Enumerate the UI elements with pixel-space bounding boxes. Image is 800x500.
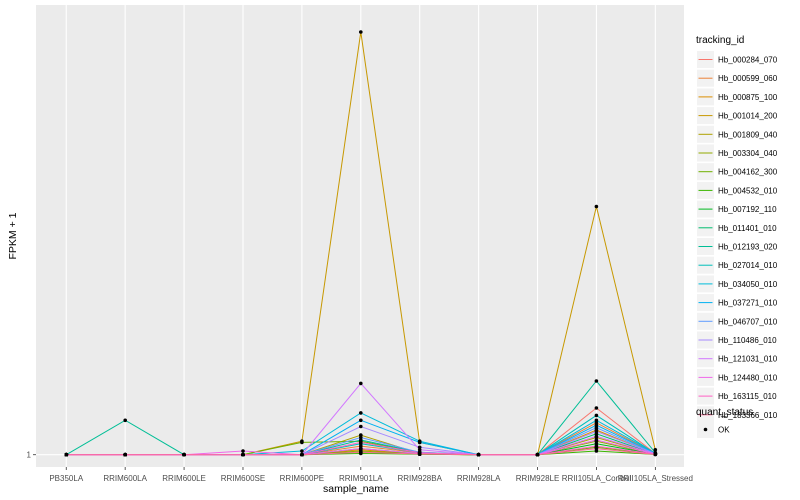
legend-title: tracking_id <box>696 35 744 46</box>
data-point <box>359 450 363 455</box>
data-point <box>359 446 363 451</box>
data-point <box>241 449 245 453</box>
data-points <box>64 30 658 457</box>
y-axis-title: FPKM + 1 <box>7 212 19 259</box>
data-point <box>594 429 599 434</box>
quant-status-legend-label: OK <box>718 426 730 435</box>
legend-label: Hb_124480_010 <box>718 373 778 382</box>
data-point <box>594 438 599 442</box>
data-point <box>594 444 599 448</box>
legend-label: Hb_007192_110 <box>718 205 777 214</box>
x-tick-label: RRIM600LA <box>103 474 147 483</box>
data-point <box>594 434 599 439</box>
legend-items: Hb_000284_070 Hb_000599_060 Hb_000875_100 H… <box>697 51 778 424</box>
legend-label: Hb_110486_010 <box>718 336 777 345</box>
data-point <box>64 452 69 457</box>
legend: tracking_id Hb_000284_070Hb_000599_060Hb… <box>696 35 778 438</box>
data-point <box>594 446 599 451</box>
legend-label: Hb_001809_040 <box>718 130 778 139</box>
data-point <box>594 418 599 423</box>
data-point <box>594 406 599 410</box>
x-axis-title: sample_name <box>323 483 389 495</box>
data-point <box>359 381 363 386</box>
data-point <box>123 452 127 457</box>
legend-label: Hb_121031_010 <box>718 355 778 364</box>
quant-status-legend-title: quant_status <box>696 407 753 418</box>
legend-label: Hb_012193_020 <box>718 243 778 252</box>
legend-label: Hb_046707_010 <box>718 317 778 326</box>
legend-label: Hb_000284_070 <box>718 56 778 65</box>
data-point <box>476 452 481 457</box>
data-point <box>417 440 422 445</box>
plot-panel <box>36 5 684 467</box>
legend-label: Hb_163115_010 <box>718 392 777 401</box>
data-point <box>359 418 363 423</box>
data-point <box>241 452 245 457</box>
legend-label: Hb_034050_010 <box>718 280 778 289</box>
data-point <box>594 425 599 430</box>
x-tick-label: RRIM901LA <box>339 474 383 483</box>
x-tick-label: RRIM928BA <box>397 474 442 483</box>
data-point <box>300 449 304 453</box>
data-point <box>594 423 599 428</box>
data-point <box>417 445 422 450</box>
data-point <box>653 448 658 452</box>
data-point <box>535 452 540 457</box>
data-point <box>417 448 422 452</box>
data-point <box>359 30 363 34</box>
quant-status-legend-dot <box>703 427 708 432</box>
data-point <box>359 424 363 429</box>
legend-label: Hb_027014_010 <box>718 261 778 270</box>
legend-label: Hb_183366_010 <box>718 411 778 420</box>
legend-label: Hb_037271_010 <box>718 299 778 308</box>
x-tick-label: RRIM928LA <box>457 474 501 483</box>
data-point <box>594 204 599 209</box>
legend-label: Hb_011401_010 <box>718 224 777 233</box>
data-point <box>300 440 304 445</box>
x-tick-label: RRIM600PE <box>280 474 324 483</box>
legend-label: Hb_001014_200 <box>718 112 778 121</box>
legend-label: Hb_003304_040 <box>718 149 778 158</box>
data-point <box>359 435 363 440</box>
legend-label: Hb_004162_300 <box>718 168 778 177</box>
y-tick-label: 1 <box>27 451 32 460</box>
legend-label: Hb_004532_010 <box>718 186 778 195</box>
legend-label: Hb_000875_100 <box>718 93 778 102</box>
x-tick-label: RRIM928LE <box>516 474 560 483</box>
x-tick-label: RRII105LA_Stressed <box>618 474 693 483</box>
x-tick-label: RRIM600SE <box>221 474 265 483</box>
x-tick-label: RRIM600LE <box>162 474 206 483</box>
x-tick-label: RRII105LA_Control <box>562 474 632 483</box>
data-point <box>359 411 363 415</box>
data-point <box>653 452 658 457</box>
legend-label: Hb_000599_060 <box>718 74 778 83</box>
data-point <box>182 452 186 457</box>
data-point <box>123 418 127 423</box>
data-point <box>417 452 422 456</box>
data-point <box>300 452 304 457</box>
x-tick-label: PB350LA <box>49 474 83 483</box>
data-point <box>594 413 599 418</box>
axes: PB350LA RRIM600LA RRIM600LE RRIM600SE RRIM60… <box>27 451 693 483</box>
data-point <box>594 379 599 383</box>
data-point <box>359 440 363 445</box>
